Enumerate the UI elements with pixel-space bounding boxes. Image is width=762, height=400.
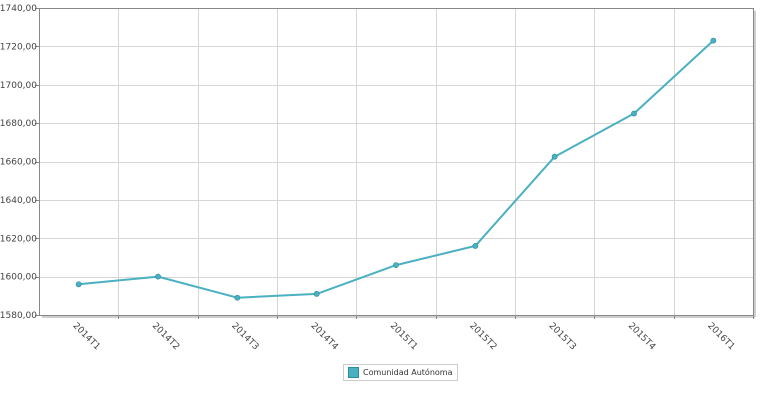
x-axis-ticks: 2014T1 2014T2 2014T3 2014T4 2015T1 2015T2 2015… <box>71 315 754 352</box>
data-point <box>472 243 479 249</box>
data-point <box>551 153 558 160</box>
data-point <box>631 110 637 117</box>
data-point <box>710 37 717 44</box>
series-line <box>78 39 714 299</box>
y-tick-label: 1700,00 <box>0 81 37 91</box>
y-axis-ticks: 1580,00 1600,00 1620,00 1640,00 1660,00 1680,… <box>0 4 39 321</box>
x-tick-label: 2014T4 <box>309 321 340 352</box>
series-layer <box>75 37 717 301</box>
y-tick-label: 1640,00 <box>0 196 37 206</box>
x-tick-label: 2015T3 <box>547 321 578 352</box>
legend-label: Comunidad Autónoma <box>363 368 453 377</box>
y-tick-label: 1660,00 <box>0 158 37 168</box>
x-tick-label: 2014T3 <box>229 321 260 352</box>
data-point <box>313 290 320 297</box>
y-tick-label: 1580,00 <box>0 311 37 321</box>
x-tick-label: 2014T1 <box>71 321 102 352</box>
y-tick-label: 1740,00 <box>0 4 37 14</box>
x-tick-label: 2015T2 <box>467 321 498 352</box>
plot-frame <box>39 8 754 316</box>
x-tick-label: 2015T1 <box>388 321 419 352</box>
data-point <box>393 262 399 269</box>
y-tick-label: 1600,00 <box>0 273 37 283</box>
data-point <box>234 294 241 301</box>
grid-lines <box>39 8 756 318</box>
x-tick-label: 2015T4 <box>626 321 657 352</box>
legend[interactable]: Comunidad Autónoma <box>343 364 459 381</box>
y-tick-label: 1680,00 <box>0 119 37 129</box>
y-tick-label: 1720,00 <box>0 42 37 52</box>
x-tick-label: 2014T2 <box>150 321 181 352</box>
x-tick-label: 2016T1 <box>705 321 736 352</box>
data-point <box>75 281 82 288</box>
data-point <box>155 273 161 280</box>
y-tick-label: 1620,00 <box>0 234 37 244</box>
legend-swatch <box>348 367 359 378</box>
